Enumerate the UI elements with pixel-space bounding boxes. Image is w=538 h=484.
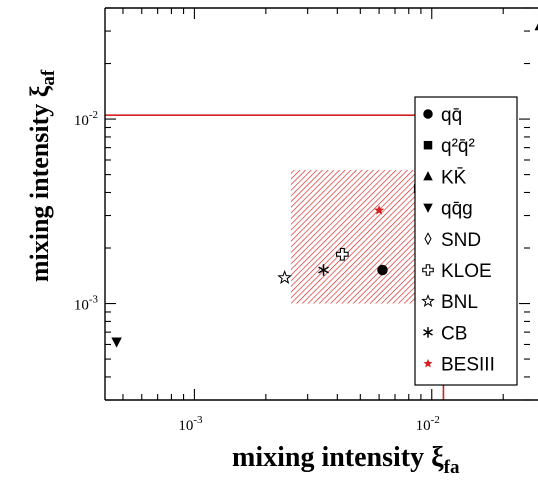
legend-item: KLOE xyxy=(422,261,492,282)
legend-marker-cross-open xyxy=(422,264,434,276)
legend-marker-star-open xyxy=(421,294,435,308)
data-point-star-red xyxy=(374,205,385,215)
legend-marker-cross-open-shape xyxy=(422,264,434,276)
legend-item: KK̄ xyxy=(423,167,467,188)
y-axis-title-sub: af xyxy=(38,69,59,86)
plot-area: 10-3 10-210-310-2 qq̄q²q̄²KK̄qq̄gSNDKLOEBN… xyxy=(74,7,538,434)
legend-item: qq̄g xyxy=(423,199,473,220)
axes-frame xyxy=(104,7,538,401)
legend-marker-asterisk-stroke xyxy=(423,329,433,336)
y-tick-label-exp: -3 xyxy=(89,294,99,306)
legend-marker-star-open-shape xyxy=(421,294,435,308)
legend-marker-triangle-down-shape xyxy=(423,203,433,213)
data-point-star-open-shape xyxy=(277,269,293,285)
data-point-cross-open-shape xyxy=(336,247,349,261)
legend-item: q²q̄² xyxy=(423,136,475,157)
legend-marker-diamond-open-shape xyxy=(424,232,432,246)
legend: qq̄ q²q̄² KK̄ qq̄g SND KLOE BNL CB BESIII xyxy=(414,96,518,386)
legend-label: KLOE xyxy=(441,261,492,282)
data-point-triangle-down xyxy=(111,337,122,348)
legend-marker-circle-shape xyxy=(423,109,433,119)
y-tick-label-exp: -2 xyxy=(89,109,98,121)
data-point-circle-shape xyxy=(377,264,388,276)
y-tick-label: 10-3 xyxy=(74,294,99,314)
y-axis-title: mixing intensity ξaf xyxy=(25,69,59,282)
legend-label: qq̄g xyxy=(441,199,473,220)
x-tick-label-base: 10 xyxy=(178,418,193,434)
y-tick-label-base: 10 xyxy=(74,298,89,314)
tick-marks xyxy=(105,7,530,401)
legend-marker-triangle-down xyxy=(423,203,433,213)
legend-marker-square xyxy=(423,140,433,150)
legend-item: CB xyxy=(423,323,467,344)
y-tick-label-base: 10 xyxy=(74,113,89,129)
x-axis-title-text: mixing intensity ξ xyxy=(232,442,444,473)
data-point-triangle-up xyxy=(534,23,538,31)
data-point-asterisk-stroke xyxy=(318,266,329,274)
legend-item: SND xyxy=(424,230,481,251)
data-point-asterisk xyxy=(318,264,329,276)
legend-label: KK̄ xyxy=(441,167,467,188)
legend-marker-diamond-open xyxy=(424,232,432,246)
x-tick-label-base: 10 xyxy=(416,418,431,434)
x-tick-label: 10-3 xyxy=(178,414,203,434)
data-point-triangle-down-shape xyxy=(111,337,122,348)
x-axis-title-sub: fa xyxy=(444,457,460,478)
legend-marker-star-red xyxy=(423,358,433,368)
legend-marker-triangle-up xyxy=(423,171,433,181)
x-tick-label-exp: -3 xyxy=(193,414,203,426)
legend-item: qq̄ xyxy=(423,105,462,126)
legend-label: CB xyxy=(441,323,467,344)
x-axis-title: mixing intensity ξfa xyxy=(232,442,460,478)
data-point-cross-open xyxy=(336,247,349,261)
hatched-region xyxy=(290,169,425,304)
legend-marker-circle xyxy=(423,109,433,119)
legend-label: BNL xyxy=(441,292,478,313)
legend-item: BESIII xyxy=(423,355,495,376)
x-tick-label-exp: -2 xyxy=(431,414,440,426)
legend-label: q²q̄² xyxy=(441,136,475,157)
data-point-circle xyxy=(377,264,388,276)
x-tick-label: 10-2 xyxy=(416,414,440,434)
legend-marker-star-red-shape xyxy=(423,358,433,368)
legend-marker-triangle-up-shape xyxy=(423,171,433,181)
legend-label: SND xyxy=(441,230,481,251)
legend-item: BNL xyxy=(421,292,478,313)
legend-label: qq̄ xyxy=(441,105,462,126)
data-point-triangle-up-shape xyxy=(534,23,538,31)
legend-marker-asterisk xyxy=(423,327,433,338)
data-point-star-open xyxy=(277,269,293,285)
legend-marker-square-shape xyxy=(423,140,433,150)
y-tick-label: 10-2 xyxy=(74,109,98,129)
data-point-star-red-shape xyxy=(374,205,385,215)
y-axis-title-text: mixing intensity ξ xyxy=(25,85,54,282)
legend-label: BESIII xyxy=(441,355,495,376)
